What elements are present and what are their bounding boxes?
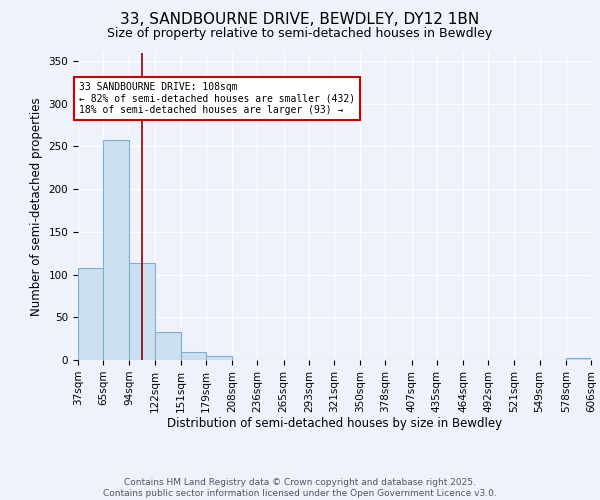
- X-axis label: Distribution of semi-detached houses by size in Bewdley: Distribution of semi-detached houses by …: [167, 418, 502, 430]
- Bar: [155, 332, 181, 360]
- Y-axis label: Number of semi-detached properties: Number of semi-detached properties: [30, 97, 43, 316]
- Bar: [130, 264, 155, 360]
- Text: Size of property relative to semi-detached houses in Bewdley: Size of property relative to semi-detach…: [107, 28, 493, 40]
- Text: 33 SANDBOURNE DRIVE: 108sqm
← 82% of semi-detached houses are smaller (432)
18% : 33 SANDBOURNE DRIVE: 108sqm ← 82% of sem…: [79, 82, 355, 114]
- Bar: [181, 352, 206, 360]
- Text: Contains HM Land Registry data © Crown copyright and database right 2025.
Contai: Contains HM Land Registry data © Crown c…: [103, 478, 497, 498]
- Bar: [103, 140, 130, 360]
- Bar: [78, 268, 103, 360]
- Bar: [566, 358, 591, 360]
- Bar: [206, 356, 232, 360]
- Text: 33, SANDBOURNE DRIVE, BEWDLEY, DY12 1BN: 33, SANDBOURNE DRIVE, BEWDLEY, DY12 1BN: [121, 12, 479, 28]
